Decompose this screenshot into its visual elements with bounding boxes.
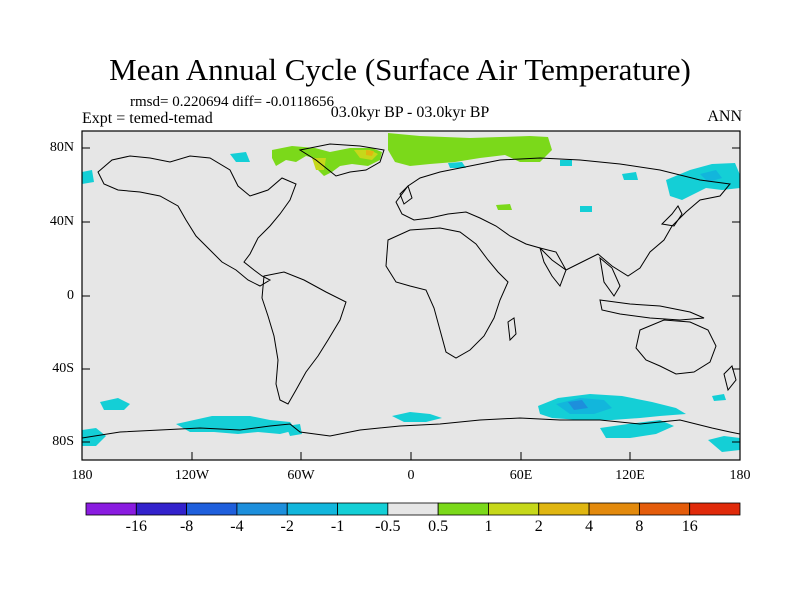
axis-ticks xyxy=(81,147,741,460)
colorbar-swatch xyxy=(337,502,389,516)
coastline-eurasia xyxy=(395,157,731,277)
anomaly-contours xyxy=(82,133,740,452)
anomaly-ross-east-cyan xyxy=(708,436,740,452)
anomaly-arctic-cyan xyxy=(448,162,466,168)
anomaly-caspian-green xyxy=(496,204,512,210)
colorbar-swatch xyxy=(387,502,439,516)
anomaly-south-atlantic-cyan xyxy=(100,398,130,410)
lat-label-40s: 40S xyxy=(52,361,74,376)
lon-label-0: 0 xyxy=(407,468,415,483)
lon-label-180w: 180 xyxy=(71,468,93,483)
colorbar-label: -0.5 xyxy=(375,518,401,535)
colorbar-label: 0.5 xyxy=(428,518,449,535)
anomaly-pacific-lightblue xyxy=(700,170,722,182)
colorbar-label: -8 xyxy=(179,518,194,535)
lon-label-120w: 120W xyxy=(174,468,210,483)
lon-label-60w: 60W xyxy=(287,468,315,483)
colorbar-swatch xyxy=(538,502,590,516)
colorbar-swatch xyxy=(638,502,691,516)
anomaly-canada-cyan xyxy=(230,152,250,162)
colorbar-swatch xyxy=(85,502,137,516)
anomaly-southern-east-cyan xyxy=(712,394,726,401)
coastline-india xyxy=(539,247,567,287)
colorbar-swatch xyxy=(186,502,238,516)
coastline-australia xyxy=(635,319,717,375)
colorbar-label: -2 xyxy=(280,518,294,535)
anomaly-arctic-green xyxy=(388,133,552,166)
coastline-new-zealand xyxy=(723,365,737,392)
colorbar-swatch xyxy=(588,502,640,516)
anomaly-japan-cyan xyxy=(580,206,592,212)
lon-label-120e: 120E xyxy=(615,468,645,483)
colorbar-label: -16 xyxy=(125,518,147,535)
anomaly-alaska-cyan xyxy=(82,170,94,184)
coastline-uk xyxy=(399,185,413,205)
colorbar-label: 8 xyxy=(635,518,644,535)
lat-label-80s: 80S xyxy=(52,434,74,449)
colorbar-label: -4 xyxy=(230,518,244,535)
anomaly-weddell-cyan xyxy=(392,412,442,422)
anomaly-baffin-yellow xyxy=(312,158,326,170)
coastline-north-america xyxy=(97,155,297,287)
coastline-southeast-asia xyxy=(599,256,621,297)
anomaly-antarctic-peninsula-cyan xyxy=(286,424,302,436)
colorbar-label: 1 xyxy=(484,518,493,535)
colorbar-swatch xyxy=(437,502,489,516)
coastline-south-america xyxy=(261,271,347,405)
colorbar-swatch xyxy=(488,502,540,516)
map-title: Mean Annual Cycle (Surface Air Temperatu… xyxy=(109,52,691,87)
statistics-text: rmsd= 0.220694 diff= -0.0118656 xyxy=(130,94,334,110)
anomaly-arctic-east-cyan xyxy=(560,160,572,166)
coastline-antarctica xyxy=(82,417,740,439)
coastlines xyxy=(82,143,740,439)
season-label: ANN xyxy=(707,108,742,125)
colorbar-swatch xyxy=(135,502,188,516)
colorbar-swatch xyxy=(689,502,741,516)
coastline-japan xyxy=(660,205,683,227)
period-label: 03.0kyr BP - 03.0kyr BP xyxy=(330,104,490,121)
lat-label-0: 0 xyxy=(67,288,74,303)
colorbar xyxy=(85,502,741,516)
coastline-africa xyxy=(385,227,509,359)
anomaly-east-antarctica-cyan xyxy=(600,420,674,438)
lat-label-40n: 40N xyxy=(49,214,74,229)
anomaly-greenland-green xyxy=(272,146,382,176)
coastline-greenland xyxy=(298,143,385,177)
experiment-label: Expt = temed-temad xyxy=(82,110,213,127)
anomaly-greenland-orange xyxy=(366,150,374,156)
coastline-indonesia xyxy=(599,299,705,321)
colorbar-swatch xyxy=(286,502,338,516)
lat-label-80n: 80N xyxy=(49,140,74,155)
anomaly-indian-ocean-blue xyxy=(568,400,588,410)
lon-label-60e: 60E xyxy=(509,468,533,483)
colorbar-label: 2 xyxy=(534,518,543,535)
lon-label-180e: 180 xyxy=(729,468,751,483)
anomaly-pacific-cyan xyxy=(666,163,740,200)
anomaly-amundsen-cyan xyxy=(176,416,296,434)
coastline-madagascar xyxy=(507,317,517,342)
colorbar-swatch xyxy=(236,502,288,516)
anomaly-siberia-cyan xyxy=(622,172,638,180)
colorbar-label: -1 xyxy=(330,518,345,535)
colorbar-label: 16 xyxy=(681,518,698,535)
colorbar-label: 4 xyxy=(585,518,594,535)
